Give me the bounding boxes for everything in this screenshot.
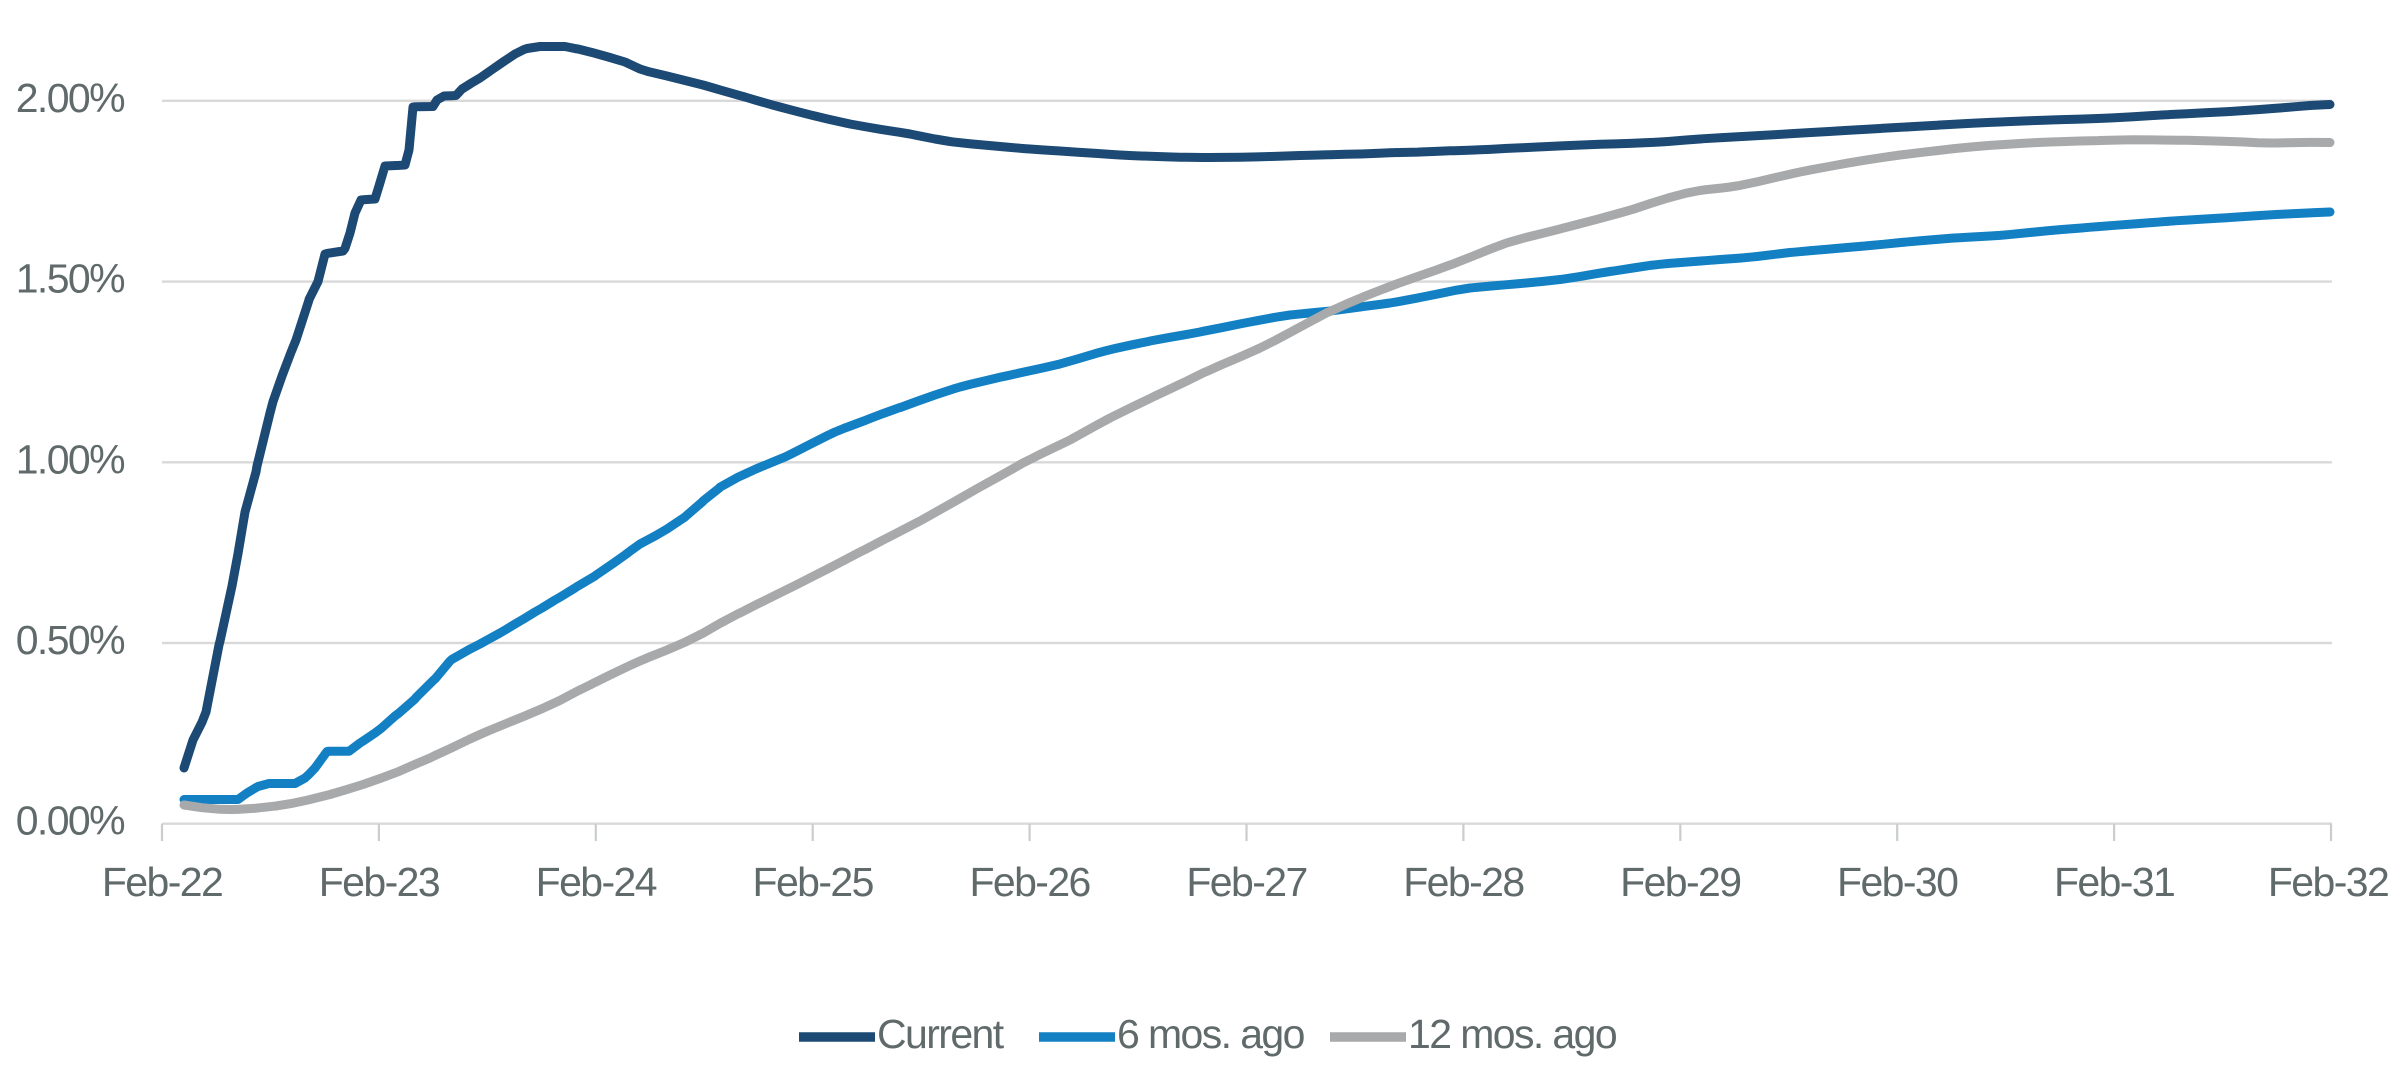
svg-text:Feb-24: Feb-24 xyxy=(536,859,657,905)
svg-text:Feb-28: Feb-28 xyxy=(1403,859,1524,905)
svg-text:0.50%: 0.50% xyxy=(16,617,124,663)
svg-text:Feb-32: Feb-32 xyxy=(2268,859,2388,905)
svg-text:0.00%: 0.00% xyxy=(16,798,124,844)
svg-text:1.00%: 1.00% xyxy=(16,436,124,482)
svg-text:Feb-30: Feb-30 xyxy=(1837,859,1958,905)
svg-text:Feb-22: Feb-22 xyxy=(102,859,222,905)
svg-text:Feb-25: Feb-25 xyxy=(753,859,874,905)
svg-text:Current: Current xyxy=(877,1011,1005,1057)
svg-text:2.00%: 2.00% xyxy=(16,75,124,121)
svg-text:1.50%: 1.50% xyxy=(16,256,124,302)
svg-text:Feb-31: Feb-31 xyxy=(2054,859,2174,905)
svg-text:Feb-23: Feb-23 xyxy=(319,859,439,905)
svg-text:Feb-27: Feb-27 xyxy=(1186,859,1306,905)
svg-text:12 mos. ago: 12 mos. ago xyxy=(1408,1011,1617,1057)
svg-text:Feb-29: Feb-29 xyxy=(1620,859,1740,905)
svg-text:6 mos. ago: 6 mos. ago xyxy=(1117,1011,1305,1057)
svg-text:Feb-26: Feb-26 xyxy=(969,859,1089,905)
